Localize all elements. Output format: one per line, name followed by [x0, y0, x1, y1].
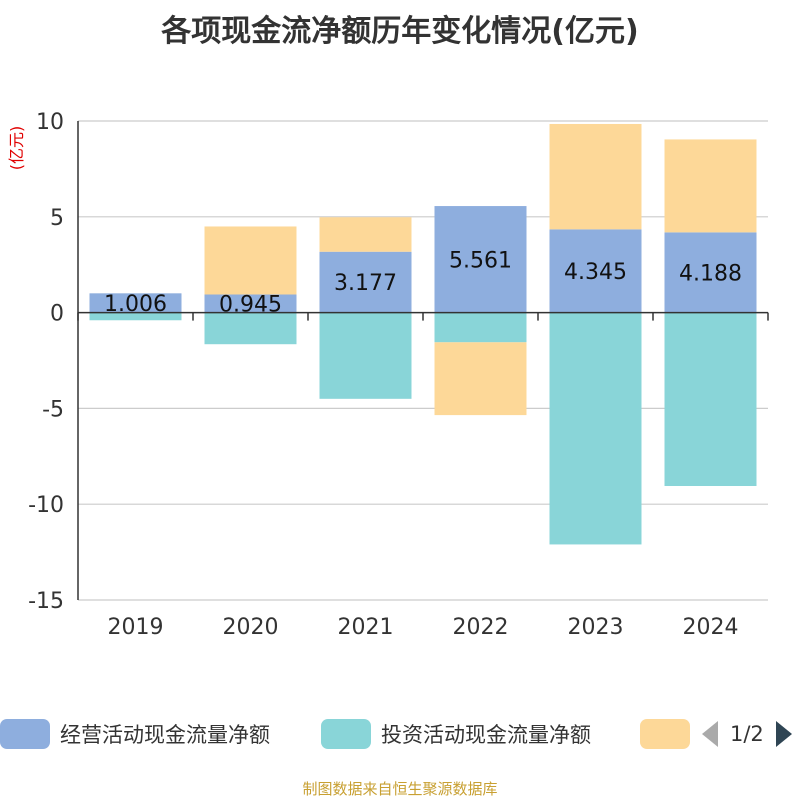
axes: 10 5 0 -5 -10 -15 2019 2020 2021 2022 2023 2024: [28, 110, 738, 640]
bar-2022-series-2[interactable]: [434, 342, 527, 416]
y-tick-label: 5: [50, 206, 64, 231]
bar-2024-series-1[interactable]: [664, 312, 757, 486]
bar-2023-series-0[interactable]: [549, 229, 642, 313]
bar-value-label-2023: 4.345: [564, 260, 627, 285]
legend-page-indicator: 1/2: [730, 722, 764, 746]
legend-pager: 1/2: [702, 716, 792, 752]
x-tick-label: 2019: [108, 615, 164, 640]
bar-2020-series-1[interactable]: [204, 312, 297, 345]
x-tick-label: 2022: [453, 615, 509, 640]
source-note: 制图数据来自恒生聚源数据库: [302, 780, 498, 798]
y-axis-unit-label: (亿元): [7, 126, 26, 171]
bar-2021-series-2[interactable]: [319, 217, 412, 252]
bar-series: [89, 123, 757, 545]
bar-2023-series-1[interactable]: [549, 312, 642, 545]
legend-label-operating: 经营活动现金流量净额: [60, 723, 270, 747]
bar-2020-series-2[interactable]: [204, 226, 297, 295]
x-tick-label: 2023: [568, 615, 624, 640]
y-tick-label: 10: [36, 110, 64, 135]
bar-value-label-2024: 4.188: [679, 261, 742, 286]
legend-prev-page-icon[interactable]: [702, 721, 718, 747]
legend: 经营活动现金流量净额 投资活动现金流量净额 1/2: [0, 716, 800, 752]
x-tick-label: 2024: [683, 615, 739, 640]
bar-2021-series-0[interactable]: [319, 251, 412, 313]
legend-item-investing[interactable]: 投资活动现金流量净额: [321, 716, 591, 752]
legend-swatch-operating: [0, 719, 50, 749]
chart-title: 各项现金流净额历年变化情况(亿元): [161, 14, 639, 49]
bar-2019-series-1[interactable]: [89, 312, 182, 321]
bar-value-label-2020: 0.945: [219, 293, 282, 318]
legend-label-investing: 投资活动现金流量净额: [381, 723, 591, 747]
bar-value-label-2022: 5.561: [449, 248, 512, 273]
y-tick-label: -10: [28, 493, 64, 518]
bar-2024-series-0[interactable]: [664, 232, 757, 313]
x-tick-label: 2020: [223, 615, 279, 640]
bar-2022-series-0[interactable]: [434, 206, 527, 313]
y-tick-label: 0: [50, 302, 64, 327]
y-tick-label: -15: [28, 589, 64, 614]
x-tick-label: 2021: [338, 615, 394, 640]
legend-swatch-financing: [640, 719, 690, 749]
legend-item-operating[interactable]: 经营活动现金流量净额: [0, 716, 270, 752]
y-tick-label: -5: [42, 397, 64, 422]
legend-item-financing[interactable]: [640, 716, 700, 752]
bar-2023-series-2[interactable]: [549, 123, 642, 230]
grid-lines: [78, 120, 768, 601]
bar-2019-series-0[interactable]: [89, 293, 182, 313]
legend-next-page-icon[interactable]: [775, 721, 792, 747]
bar-2022-series-1[interactable]: [434, 312, 527, 343]
bar-value-label-2021: 3.177: [334, 271, 397, 296]
legend-swatch-investing: [321, 719, 371, 749]
bar-2020-series-0[interactable]: [204, 294, 297, 313]
bar-2024-series-2[interactable]: [664, 139, 757, 233]
bar-2021-series-1[interactable]: [319, 312, 412, 399]
